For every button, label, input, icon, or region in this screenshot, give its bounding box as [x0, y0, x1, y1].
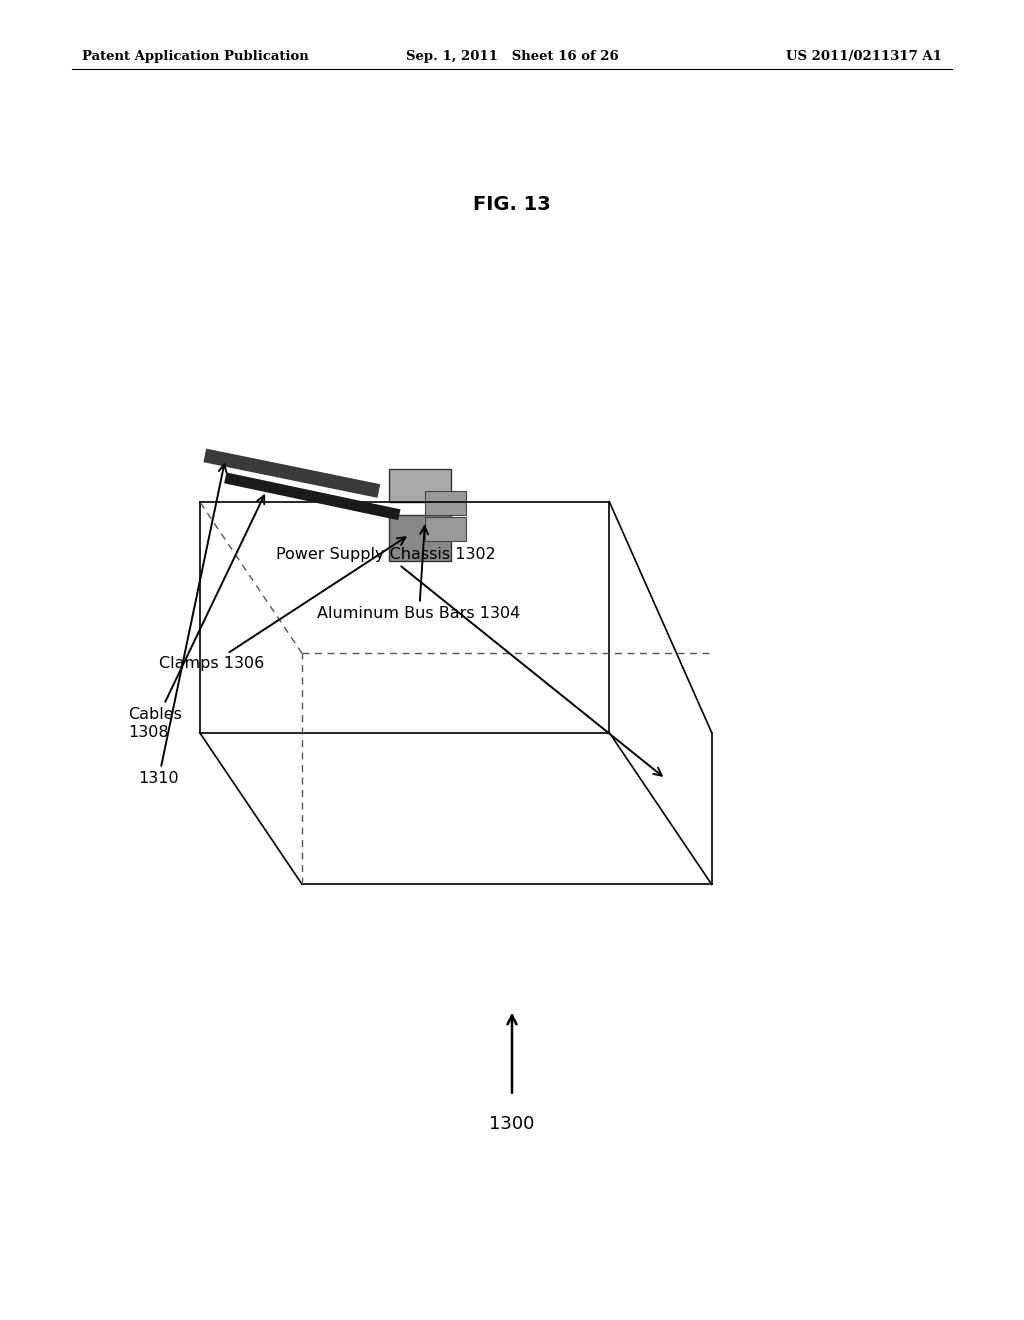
Text: Patent Application Publication: Patent Application Publication: [82, 50, 308, 63]
Text: Clamps 1306: Clamps 1306: [159, 537, 406, 672]
Text: Aluminum Bus Bars 1304: Aluminum Bus Bars 1304: [317, 527, 520, 622]
Text: FIG. 13: FIG. 13: [473, 195, 551, 214]
Text: 1310: 1310: [138, 465, 226, 787]
Text: 1300: 1300: [489, 1115, 535, 1134]
Text: Cables
1308: Cables 1308: [128, 495, 264, 739]
FancyBboxPatch shape: [389, 469, 451, 502]
Text: Power Supply Chassis 1302: Power Supply Chassis 1302: [276, 546, 662, 776]
FancyBboxPatch shape: [425, 517, 466, 541]
FancyBboxPatch shape: [389, 515, 451, 561]
FancyBboxPatch shape: [425, 491, 466, 515]
Text: Sep. 1, 2011   Sheet 16 of 26: Sep. 1, 2011 Sheet 16 of 26: [406, 50, 618, 63]
Text: US 2011/0211317 A1: US 2011/0211317 A1: [786, 50, 942, 63]
